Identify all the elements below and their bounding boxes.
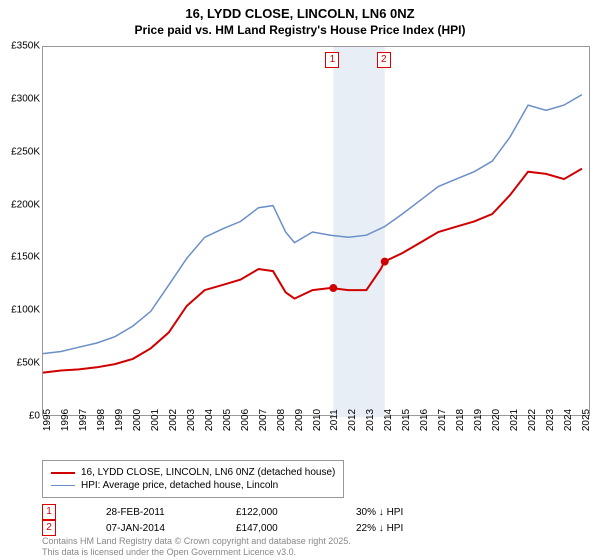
- xtick-label: 2018: [455, 409, 466, 431]
- sale-num-box: 2: [42, 520, 56, 536]
- xtick-label: 1995: [42, 409, 53, 431]
- xtick-label: 2023: [545, 409, 556, 431]
- sale-delta: 30% ↓ HPI: [356, 507, 403, 518]
- xtick-label: 2013: [365, 409, 376, 431]
- xtick-label: 2016: [419, 409, 430, 431]
- ytick-label: £350K: [0, 41, 40, 52]
- xtick-label: 2019: [473, 409, 484, 431]
- xtick-label: 1998: [96, 409, 107, 431]
- sale-num-box: 1: [42, 504, 56, 520]
- xtick-label: 2007: [258, 409, 269, 431]
- xtick-label: 1997: [78, 409, 89, 431]
- xtick-label: 2020: [491, 409, 502, 431]
- ytick-label: £300K: [0, 93, 40, 104]
- xtick-label: 2024: [563, 409, 574, 431]
- ytick-label: £50K: [0, 358, 40, 369]
- ytick-label: £150K: [0, 252, 40, 263]
- xtick-label: 2003: [186, 409, 197, 431]
- xtick-label: 2000: [132, 409, 143, 431]
- xtick-label: 2002: [168, 409, 179, 431]
- legend-label: 16, LYDD CLOSE, LINCOLN, LN6 0NZ (detach…: [81, 467, 335, 478]
- chart-svg: [43, 47, 591, 417]
- sale-row: 2 07-JAN-2014 £147,000 22% ↓ HPI: [42, 520, 403, 536]
- xtick-label: 2012: [347, 409, 358, 431]
- footer-line: Contains HM Land Registry data © Crown c…: [42, 536, 351, 547]
- xtick-label: 2006: [240, 409, 251, 431]
- sale-row: 1 28-FEB-2011 £122,000 30% ↓ HPI: [42, 504, 403, 520]
- xtick-label: 1999: [114, 409, 125, 431]
- xtick-label: 2010: [312, 409, 323, 431]
- footer-line: This data is licensed under the Open Gov…: [42, 547, 351, 558]
- ytick-label: £0: [0, 411, 40, 422]
- sale-marker-2: 2: [377, 52, 391, 68]
- xtick-label: 2017: [437, 409, 448, 431]
- xtick-label: 2022: [527, 409, 538, 431]
- xtick-label: 2001: [150, 409, 161, 431]
- legend-item: 16, LYDD CLOSE, LINCOLN, LN6 0NZ (detach…: [51, 467, 335, 478]
- xtick-label: 2021: [509, 409, 520, 431]
- sale-marker-1: 1: [325, 52, 339, 68]
- xtick-label: 2015: [401, 409, 412, 431]
- ytick-label: £250K: [0, 146, 40, 157]
- legend-item: HPI: Average price, detached house, Linc…: [51, 480, 335, 491]
- legend-swatch: [51, 472, 75, 474]
- chart-subtitle: Price paid vs. HM Land Registry's House …: [0, 23, 600, 43]
- sale-delta: 22% ↓ HPI: [356, 523, 403, 534]
- chart-title: 16, LYDD CLOSE, LINCOLN, LN6 0NZ: [0, 0, 600, 23]
- attribution-footer: Contains HM Land Registry data © Crown c…: [42, 536, 351, 558]
- legend-label: HPI: Average price, detached house, Linc…: [81, 480, 278, 491]
- sale-price: £122,000: [236, 507, 306, 518]
- xtick-label: 2005: [222, 409, 233, 431]
- xtick-label: 1996: [60, 409, 71, 431]
- ytick-label: £100K: [0, 305, 40, 316]
- xtick-label: 2014: [383, 409, 394, 431]
- xtick-label: 2004: [204, 409, 215, 431]
- xtick-label: 2025: [581, 409, 592, 431]
- chart-plot-area: [42, 46, 590, 416]
- xtick-label: 2011: [329, 409, 340, 431]
- xtick-label: 2009: [294, 409, 305, 431]
- ytick-label: £200K: [0, 199, 40, 210]
- sale-date: 07-JAN-2014: [106, 523, 186, 534]
- legend-swatch: [51, 485, 75, 487]
- sale-date: 28-FEB-2011: [106, 507, 186, 518]
- sale-price: £147,000: [236, 523, 306, 534]
- chart-legend: 16, LYDD CLOSE, LINCOLN, LN6 0NZ (detach…: [42, 460, 344, 498]
- xtick-label: 2008: [276, 409, 287, 431]
